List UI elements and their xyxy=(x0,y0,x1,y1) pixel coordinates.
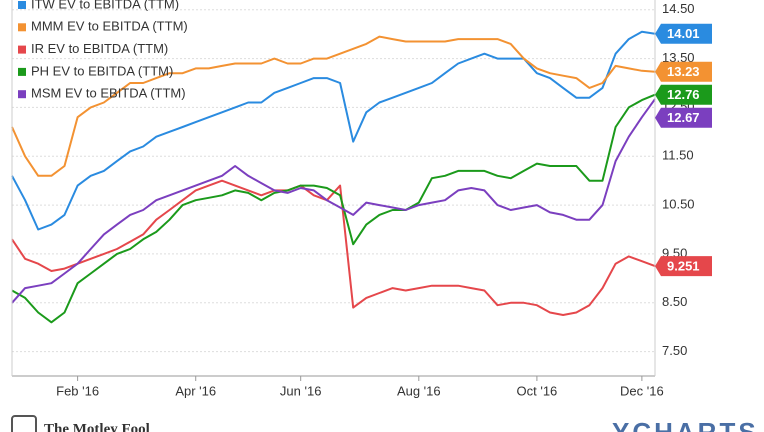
y-tick-label: 10.50 xyxy=(662,197,695,212)
series-line xyxy=(11,30,656,231)
x-tick-label: Oct '16 xyxy=(517,383,558,398)
value-badge xyxy=(655,84,712,105)
x-tick-label: Apr '16 xyxy=(175,383,216,398)
y-tick-label: 11.50 xyxy=(662,148,694,163)
series-line xyxy=(11,98,656,304)
value-label: 12.76 xyxy=(667,87,700,102)
series-line xyxy=(11,179,656,316)
x-tick-label: Feb '16 xyxy=(56,383,99,398)
legend-label: PH EV to EBITDA (TTM) xyxy=(31,63,173,78)
legend-swatch xyxy=(18,67,26,76)
value-badge xyxy=(655,61,712,82)
legend-label: ITW EV to EBITDA (TTM) xyxy=(31,0,179,11)
brand: The Motley Fool xyxy=(44,421,150,432)
legend-label: MSM EV to EBITDA (TTM) xyxy=(31,86,186,101)
x-tick-label: Aug '16 xyxy=(397,383,441,398)
series-line xyxy=(11,93,656,324)
legend-label: MMM EV to EBITDA (TTM) xyxy=(31,19,188,34)
y-tick-label: 8.50 xyxy=(662,294,687,309)
lines xyxy=(11,30,656,324)
y-tick-label: 13.50 xyxy=(662,50,695,65)
brand-logo xyxy=(11,415,37,432)
value-badge xyxy=(655,23,712,44)
value-badge xyxy=(655,107,712,128)
legend-label: IR EV to EBITDA (TTM) xyxy=(31,41,168,56)
x-tick-label: Jun '16 xyxy=(280,383,322,398)
value-badge xyxy=(655,256,712,277)
grid xyxy=(12,9,655,381)
legend-swatch xyxy=(18,1,26,9)
legend: ITW EV to EBITDA (TTM) MMM EV to EBITDA (… xyxy=(18,0,188,101)
source: YCHARTS xyxy=(612,417,759,432)
series-line xyxy=(11,35,656,177)
value-label: 13.23 xyxy=(667,64,700,79)
value-label: 9.251 xyxy=(667,259,700,274)
axis-labels: 7.508.509.5010.5011.5012.5013.5014.50Feb… xyxy=(56,1,712,398)
legend-swatch xyxy=(18,23,26,32)
y-tick-label: 7.50 xyxy=(662,343,687,358)
legend-swatch xyxy=(18,45,26,54)
x-tick-label: Dec '16 xyxy=(620,383,664,398)
value-label: 12.67 xyxy=(667,110,700,125)
legend-swatch xyxy=(18,90,26,99)
value-label: 14.01 xyxy=(667,26,700,41)
y-tick-label: 14.50 xyxy=(662,1,695,16)
